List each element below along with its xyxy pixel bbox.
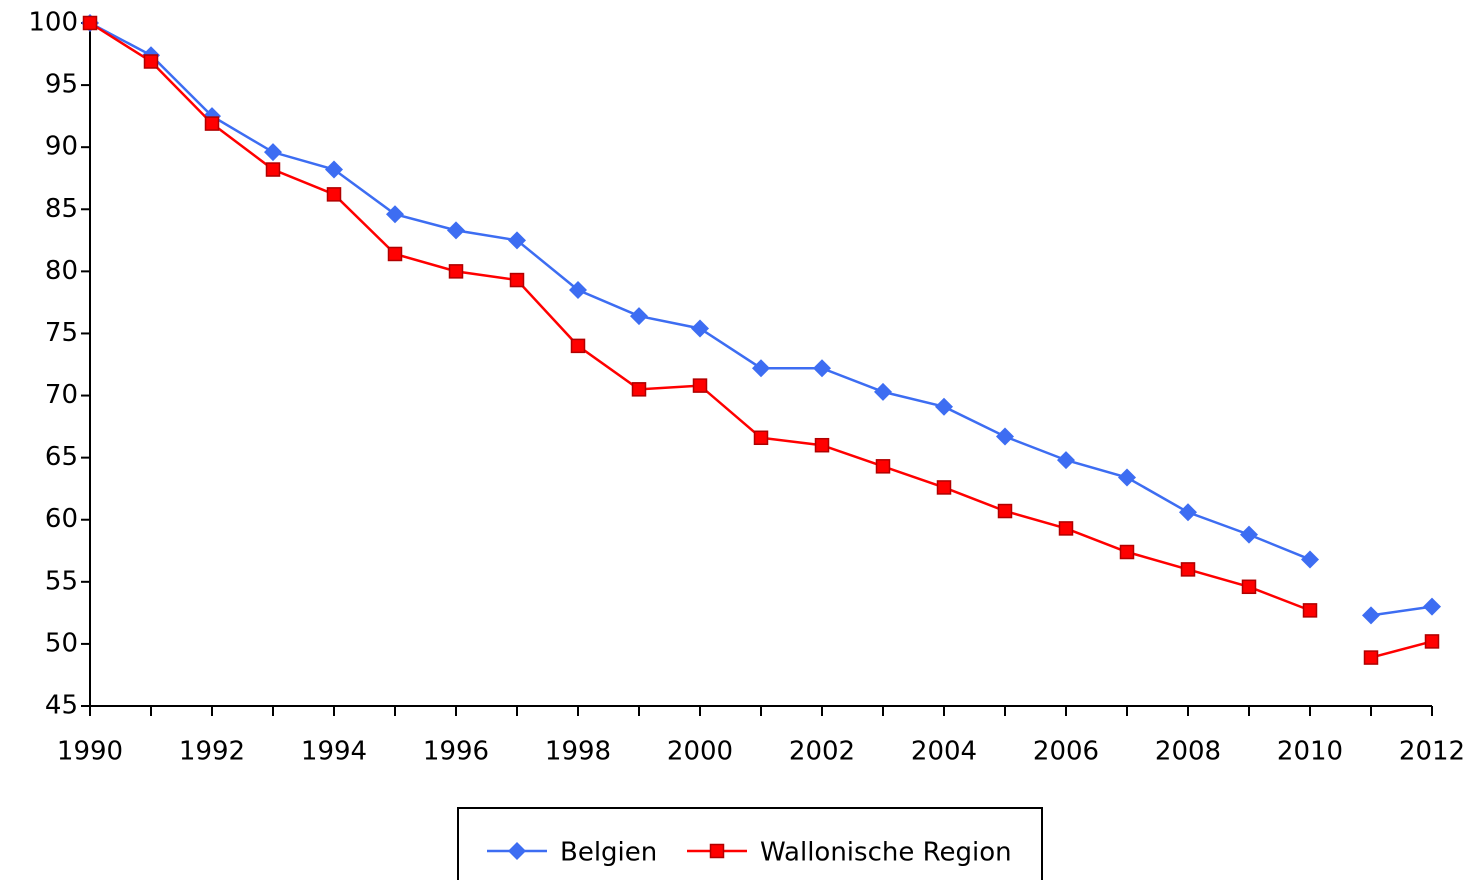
x-tick-label: 2006 bbox=[1033, 737, 1099, 767]
x-tick-label: 2000 bbox=[667, 737, 733, 767]
marker bbox=[1362, 606, 1380, 625]
x-tick-label: 1992 bbox=[179, 737, 245, 767]
marker bbox=[691, 319, 709, 338]
marker bbox=[448, 264, 464, 279]
marker bbox=[709, 843, 725, 859]
y-tick-label: 55 bbox=[45, 566, 78, 596]
marker bbox=[1058, 521, 1074, 536]
marker bbox=[753, 430, 769, 446]
marker bbox=[1179, 503, 1197, 522]
marker bbox=[1119, 544, 1135, 560]
x-tick-label: 1998 bbox=[545, 737, 611, 767]
marker bbox=[752, 359, 770, 378]
marker bbox=[508, 231, 526, 250]
y-tick-label: 75 bbox=[45, 318, 78, 348]
marker bbox=[1302, 603, 1318, 618]
y-tick-label: 90 bbox=[45, 132, 78, 162]
marker bbox=[631, 382, 647, 397]
marker bbox=[325, 160, 343, 179]
marker bbox=[1424, 634, 1440, 649]
marker bbox=[936, 480, 952, 495]
legend-label: Belgien bbox=[560, 838, 657, 868]
x-tick-label: 2010 bbox=[1277, 737, 1343, 767]
marker bbox=[996, 427, 1014, 446]
x-tick-label: 1990 bbox=[57, 737, 123, 767]
marker bbox=[1057, 451, 1075, 470]
legend: Belgien Wallonische Region bbox=[457, 807, 1043, 880]
marker bbox=[1241, 579, 1257, 595]
marker bbox=[570, 338, 586, 354]
marker bbox=[265, 162, 281, 177]
marker bbox=[326, 187, 342, 202]
y-tick-label: 100 bbox=[28, 8, 78, 38]
x-tick-label: 2004 bbox=[911, 737, 977, 767]
marker bbox=[387, 246, 403, 262]
y-tick-label: 65 bbox=[45, 442, 78, 472]
marker bbox=[82, 15, 98, 31]
marker bbox=[935, 397, 953, 416]
x-tick-label: 2008 bbox=[1155, 737, 1221, 767]
marker bbox=[814, 437, 830, 453]
marker bbox=[1423, 597, 1441, 616]
y-tick-label: 45 bbox=[45, 691, 78, 721]
x-tick-label: 1996 bbox=[423, 737, 489, 767]
x-tick-label: 2012 bbox=[1399, 737, 1465, 767]
marker bbox=[447, 221, 465, 240]
y-tick-label: 60 bbox=[45, 504, 78, 534]
marker bbox=[508, 842, 526, 860]
x-tick-label: 1994 bbox=[301, 737, 367, 767]
series-line bbox=[89, 21, 1433, 659]
marker bbox=[569, 280, 587, 299]
marker bbox=[692, 378, 708, 393]
marker bbox=[264, 143, 282, 162]
y-tick-label: 85 bbox=[45, 194, 78, 224]
x-tick-label: 2002 bbox=[789, 737, 855, 767]
marker bbox=[1240, 525, 1258, 544]
y-tick-label: 80 bbox=[45, 256, 78, 286]
legend-box bbox=[457, 807, 1043, 880]
legend-label: Wallonische Region bbox=[760, 838, 1012, 868]
marker bbox=[143, 54, 159, 69]
y-tick-label: 70 bbox=[45, 380, 78, 410]
marker bbox=[1301, 550, 1319, 569]
marker bbox=[509, 272, 525, 288]
marker bbox=[997, 503, 1013, 519]
marker bbox=[875, 459, 891, 474]
marker bbox=[204, 116, 220, 131]
marker bbox=[1118, 468, 1136, 487]
y-tick-label: 50 bbox=[45, 628, 78, 658]
series-line bbox=[89, 21, 1433, 617]
marker bbox=[386, 205, 404, 224]
marker bbox=[1363, 650, 1379, 665]
marker bbox=[630, 307, 648, 326]
marker bbox=[1180, 562, 1196, 577]
marker bbox=[874, 382, 892, 401]
marker bbox=[813, 359, 831, 378]
y-tick-label: 95 bbox=[45, 70, 78, 100]
